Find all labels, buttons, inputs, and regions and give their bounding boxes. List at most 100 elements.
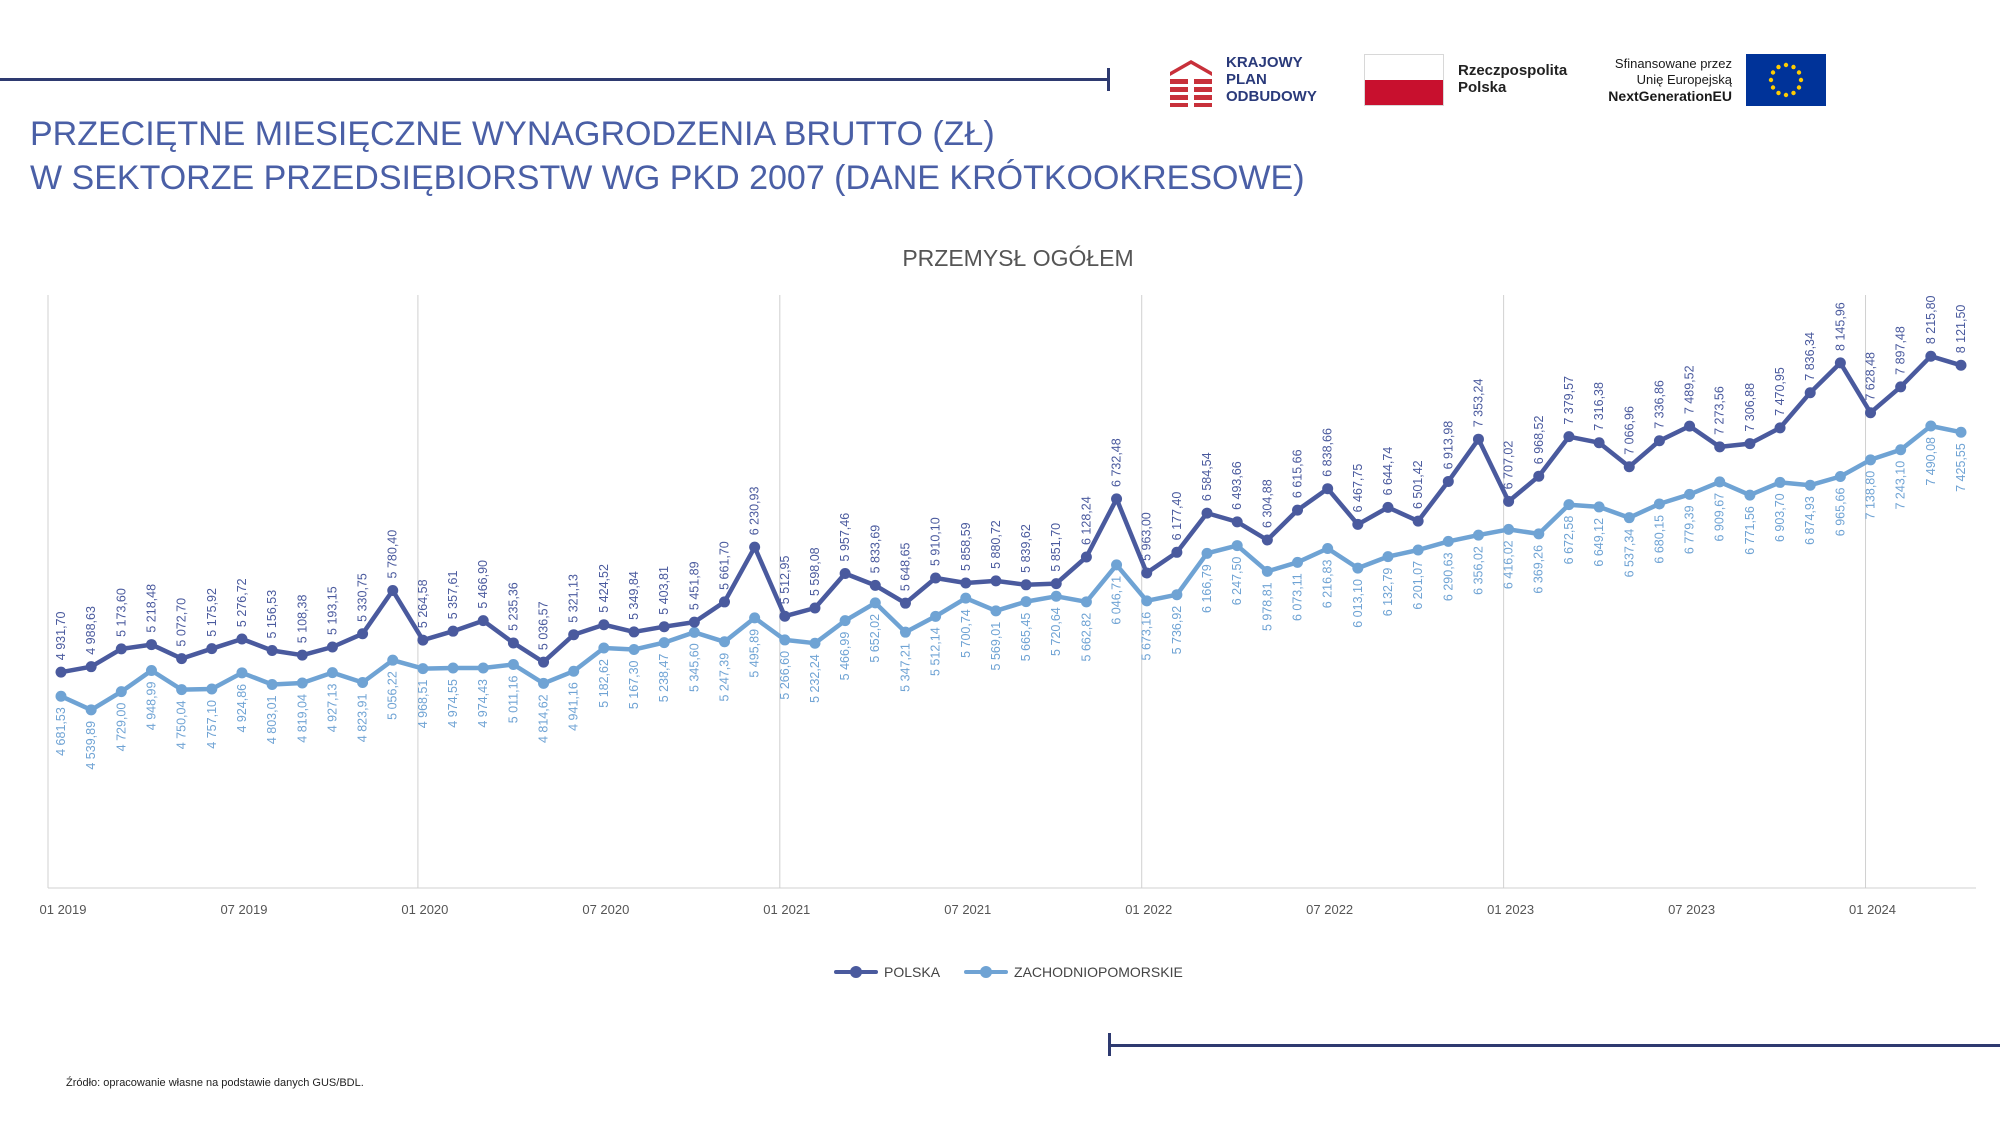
- data-point-zachodniopomorskie: [326, 667, 338, 679]
- data-label-zachodniopomorskie: 7 425,55: [1954, 443, 1968, 492]
- data-point-zachodniopomorskie: [266, 679, 278, 691]
- data-point-zachodniopomorskie: [598, 642, 610, 654]
- eu-text: Sfinansowane przez Unię Europejską NextG…: [1572, 56, 1732, 104]
- chart-series-lines: [60, 353, 1962, 713]
- data-point-polska: [1895, 381, 1907, 393]
- title-line-1: PRZECIĘTNE MIESIĘCZNE WYNAGRODZENIA BRUT…: [30, 115, 995, 153]
- data-label-polska: 6 230,93: [748, 487, 762, 536]
- data-label-zachodniopomorskie: 5 345,60: [687, 643, 701, 692]
- eu-star-icon: [1783, 62, 1789, 68]
- eu-star-icon: [1798, 77, 1804, 83]
- data-point-polska: [1563, 431, 1575, 443]
- data-label-polska: 6 913,98: [1441, 421, 1455, 470]
- data-label-polska: 6 615,66: [1291, 449, 1305, 498]
- data-label-zachodniopomorskie: 6 369,26: [1532, 545, 1546, 594]
- data-label-polska: 5 910,10: [929, 517, 943, 566]
- rp-line-1: Rzeczpospolita: [1458, 62, 1568, 79]
- data-point-polska: [1865, 407, 1877, 419]
- data-point-zachodniopomorskie: [1171, 589, 1183, 601]
- data-point-polska: [930, 572, 942, 584]
- data-label-polska: 7 836,34: [1803, 332, 1817, 381]
- data-label-polska: 5 173,60: [114, 588, 128, 637]
- data-point-polska: [598, 619, 610, 631]
- eu-line-1: Sfinansowane przez: [1614, 56, 1732, 71]
- eu-star-icon: [1783, 92, 1789, 98]
- data-point-zachodniopomorskie: [1141, 595, 1153, 607]
- chart-data-labels: 4 681,53 4 539,89 4 729,00 4 948,99 4 750,04…: [54, 295, 1968, 769]
- data-label-polska: 5 264,58: [416, 579, 430, 628]
- x-tick-label: 01 2020: [401, 902, 448, 917]
- data-label-polska: 6 584,54: [1200, 452, 1214, 501]
- data-point-zachodniopomorskie: [115, 686, 127, 698]
- top-rule-cap: [1107, 68, 1110, 91]
- data-label-polska: 6 732,48: [1110, 438, 1124, 487]
- data-point-polska: [568, 629, 580, 641]
- data-label-zachodniopomorskie: 5 665,45: [1019, 613, 1033, 662]
- data-label-polska: 5 648,65: [898, 542, 912, 591]
- eu-flag-icon: [1746, 54, 1826, 106]
- data-label-zachodniopomorskie: 4 539,89: [84, 721, 98, 770]
- data-label-zachodniopomorskie: 6 649,12: [1592, 518, 1606, 567]
- eu-line-3: NextGenerationEU: [1608, 88, 1732, 104]
- data-label-zachodniopomorskie: 4 823,91: [356, 693, 370, 742]
- data-point-polska: [1714, 441, 1726, 453]
- data-point-zachodniopomorskie: [1623, 512, 1635, 524]
- data-point-zachodniopomorskie: [1955, 426, 1967, 438]
- data-point-zachodniopomorskie: [1472, 529, 1484, 541]
- series-line-polska: [60, 353, 1962, 675]
- data-point-zachodniopomorskie: [1382, 551, 1394, 563]
- data-label-zachodniopomorskie: 5 662,82: [1079, 613, 1093, 662]
- data-point-polska: [387, 585, 399, 597]
- data-point-polska: [1804, 387, 1816, 399]
- data-label-zachodniopomorskie: 4 681,53: [54, 707, 68, 756]
- data-point-zachodniopomorskie: [960, 592, 972, 604]
- data-label-polska: 5 833,69: [868, 525, 882, 574]
- data-label-polska: 5 858,59: [959, 522, 973, 571]
- data-label-polska: 7 336,86: [1652, 380, 1666, 429]
- data-label-zachodniopomorskie: 6 046,71: [1110, 576, 1124, 625]
- data-point-polska: [1171, 546, 1183, 558]
- data-point-polska: [447, 625, 459, 637]
- line-chart: PRZEMYSŁ OGÓŁEM 01 2019 07 2019 01 2020 07 …: [40, 245, 1976, 917]
- data-point-zachodniopomorskie: [85, 704, 97, 716]
- data-point-zachodniopomorskie: [417, 663, 429, 675]
- data-label-zachodniopomorskie: 5 512,14: [929, 627, 943, 676]
- data-label-zachodniopomorskie: 6 909,67: [1713, 493, 1727, 542]
- x-tick-label: 07 2021: [944, 902, 991, 917]
- legend-item-polska: POLSKA: [834, 962, 940, 982]
- x-tick-label: 07 2023: [1668, 902, 1715, 917]
- data-point-polska: [1382, 501, 1394, 513]
- data-point-polska: [1412, 515, 1424, 527]
- data-point-zachodniopomorskie: [1442, 535, 1454, 547]
- data-label-zachodniopomorskie: 5 978,81: [1260, 582, 1274, 631]
- data-point-polska: [236, 633, 248, 645]
- data-label-zachodniopomorskie: 4 924,86: [235, 684, 249, 733]
- data-point-zachodniopomorskie: [1895, 444, 1907, 456]
- eu-star-icon: [1770, 70, 1776, 75]
- data-point-zachodniopomorskie: [447, 662, 459, 674]
- data-label-polska: 5 108,38: [295, 595, 309, 644]
- data-label-zachodniopomorskie: 6 965,66: [1833, 488, 1847, 537]
- data-label-zachodniopomorskie: 5 232,24: [808, 654, 822, 703]
- data-label-zachodniopomorskie: 4 814,62: [537, 694, 551, 743]
- bottom-rule-cap: [1108, 1033, 1111, 1056]
- data-label-polska: 5 218,48: [144, 584, 158, 633]
- eu-star-icon: [1791, 90, 1796, 96]
- series-line-zachodniopomorskie: [60, 423, 1962, 713]
- data-point-zachodniopomorskie: [1533, 528, 1545, 540]
- eu-star-icon: [1776, 64, 1781, 70]
- rp-text: Rzeczpospolita Polska: [1458, 62, 1567, 96]
- data-point-zachodniopomorskie: [1080, 596, 1092, 608]
- data-point-polska: [628, 626, 640, 638]
- eu-star-icon: [1776, 90, 1781, 96]
- data-label-zachodniopomorskie: 6 416,02: [1502, 540, 1516, 589]
- data-point-zachodniopomorskie: [538, 677, 550, 689]
- data-label-polska: 5 957,46: [838, 513, 852, 562]
- data-point-polska: [990, 575, 1002, 587]
- data-point-polska: [85, 661, 97, 673]
- data-label-zachodniopomorskie: 4 927,13: [325, 684, 339, 733]
- top-rule: [0, 78, 1108, 81]
- data-point-zachodniopomorskie: [1261, 565, 1273, 577]
- data-point-polska: [417, 634, 429, 646]
- data-label-zachodniopomorskie: 4 974,43: [476, 679, 490, 728]
